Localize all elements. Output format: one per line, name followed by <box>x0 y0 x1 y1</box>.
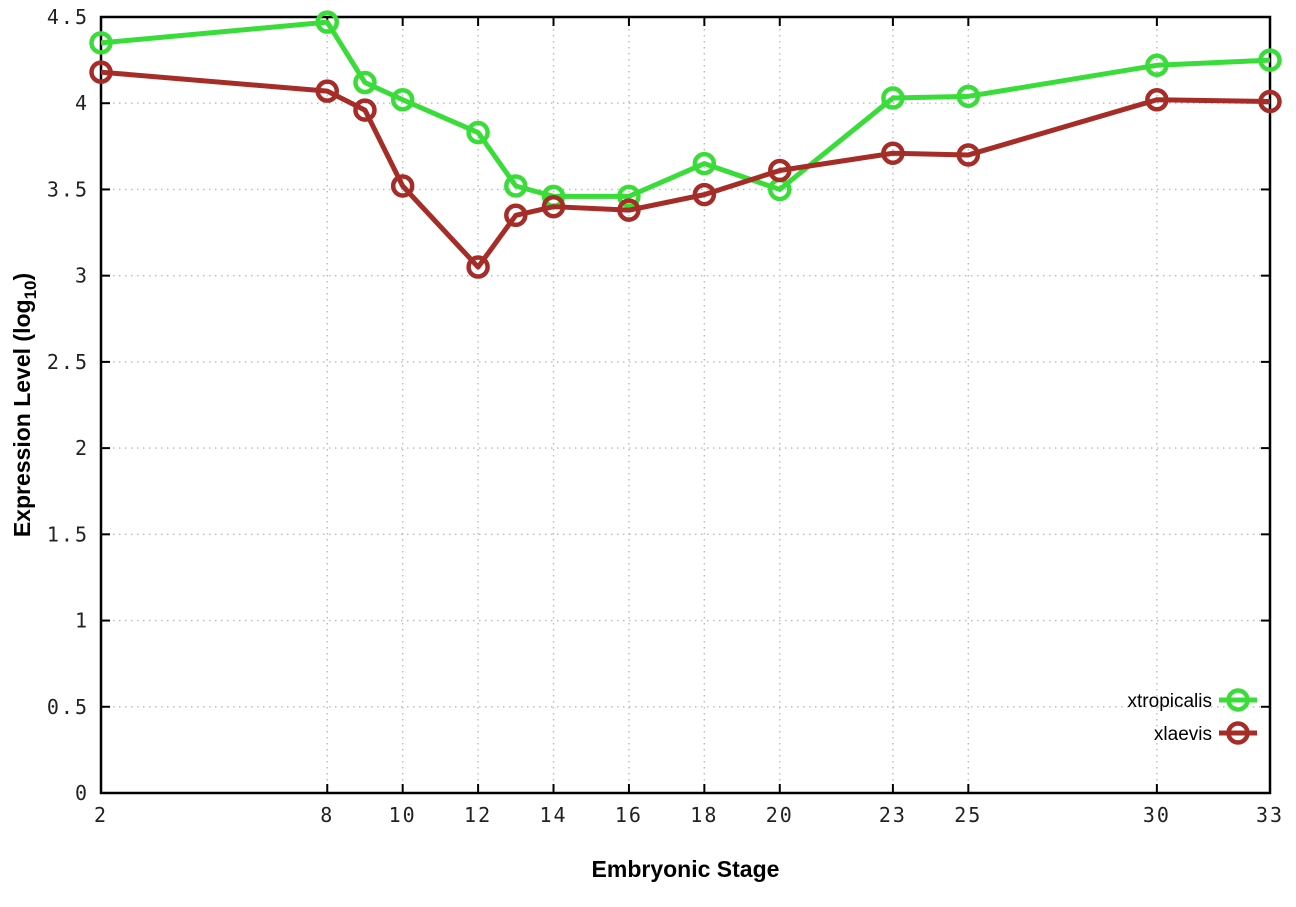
legend-label-xlaevis: xlaevis <box>1154 724 1212 745</box>
series-xtropicalis <box>89 10 1282 209</box>
data-point-xtropicalis <box>617 184 641 209</box>
data-point-xlaevis <box>1145 88 1169 112</box>
legend-marker-xtropicalis <box>1226 688 1250 712</box>
plot-border <box>99 15 1272 795</box>
x-tick-label: 33 <box>1256 803 1284 827</box>
y-tick-label: 3.5 <box>47 177 89 201</box>
x-tick-label: 10 <box>389 803 417 827</box>
data-point-xlaevis <box>617 198 641 222</box>
y-axis-title: Expression Level (log10) <box>9 273 40 537</box>
x-tick-label: 18 <box>690 803 718 827</box>
y-tick-label: 3 <box>75 264 89 288</box>
data-point-xtropicalis <box>692 151 717 176</box>
data-point-xtropicalis <box>1258 48 1282 72</box>
y-tick-label: 1 <box>75 609 89 633</box>
x-tick-label: 25 <box>954 803 982 827</box>
data-point-xlaevis <box>353 98 377 122</box>
y-tick-label: 2.5 <box>47 350 89 374</box>
data-point-xtropicalis <box>89 31 113 55</box>
y-tick-label: 2 <box>75 436 89 460</box>
series-line-xtropicalis <box>100 19 1271 199</box>
x-axis-title: Embryonic Stage <box>592 856 780 882</box>
series-line-xlaevis <box>100 69 1271 270</box>
x-tick-label: 12 <box>464 803 492 827</box>
label-layer: 2 8 10 12 14 16 18 20 23 25 30 33 0 0.5 1 1.5 2 2.5 3 3.5 4 4… <box>9 5 1284 882</box>
data-point-xtropicalis <box>504 174 528 198</box>
y-tick-label: 4 <box>75 91 89 115</box>
x-tick-label: 20 <box>766 803 794 827</box>
y-tick-label: 0.5 <box>47 695 89 719</box>
series-xlaevis <box>89 60 1282 279</box>
data-point-xtropicalis <box>956 84 981 109</box>
legend: xtropicalis xlaevis <box>1128 688 1257 745</box>
y-tick-label: 0 <box>75 781 89 805</box>
data-point-xlaevis <box>956 143 981 167</box>
axis-layer <box>99 15 1272 795</box>
data-point-xtropicalis <box>1145 53 1169 78</box>
data-point-xlaevis <box>768 158 792 183</box>
legend-label-xtropicalis: xtropicalis <box>1128 691 1212 712</box>
x-tick-label: 8 <box>320 803 334 827</box>
x-tick-label: 2 <box>94 803 108 827</box>
data-point-xlaevis <box>504 203 528 228</box>
data-point-xlaevis <box>692 182 717 207</box>
y-tick-label: 1.5 <box>47 522 89 546</box>
data-point-xlaevis <box>89 60 113 84</box>
legend-entry-xtropicalis: xtropicalis <box>1128 688 1257 712</box>
legend-entry-xlaevis: xlaevis <box>1154 721 1257 745</box>
data-point-xtropicalis <box>353 70 377 95</box>
series-layer <box>89 10 1282 279</box>
data-point-xlaevis <box>1258 89 1282 114</box>
x-tick-label: 30 <box>1143 803 1171 827</box>
y-tick-label: 4.5 <box>47 5 89 29</box>
legend-marker-xlaevis <box>1226 721 1250 745</box>
data-point-xlaevis <box>466 255 490 279</box>
data-point-xtropicalis <box>881 86 905 110</box>
data-point-xlaevis <box>315 79 340 103</box>
x-tick-label: 16 <box>615 803 643 827</box>
grid-layer <box>101 17 1270 793</box>
data-point-xlaevis <box>881 141 905 165</box>
data-point-xtropicalis <box>390 88 415 112</box>
data-point-xlaevis <box>390 174 415 198</box>
x-tick-label: 23 <box>879 803 907 827</box>
data-point-xtropicalis <box>466 120 490 145</box>
data-point-xlaevis <box>541 194 566 219</box>
x-tick-label: 14 <box>539 803 567 827</box>
data-point-xtropicalis <box>315 10 340 34</box>
